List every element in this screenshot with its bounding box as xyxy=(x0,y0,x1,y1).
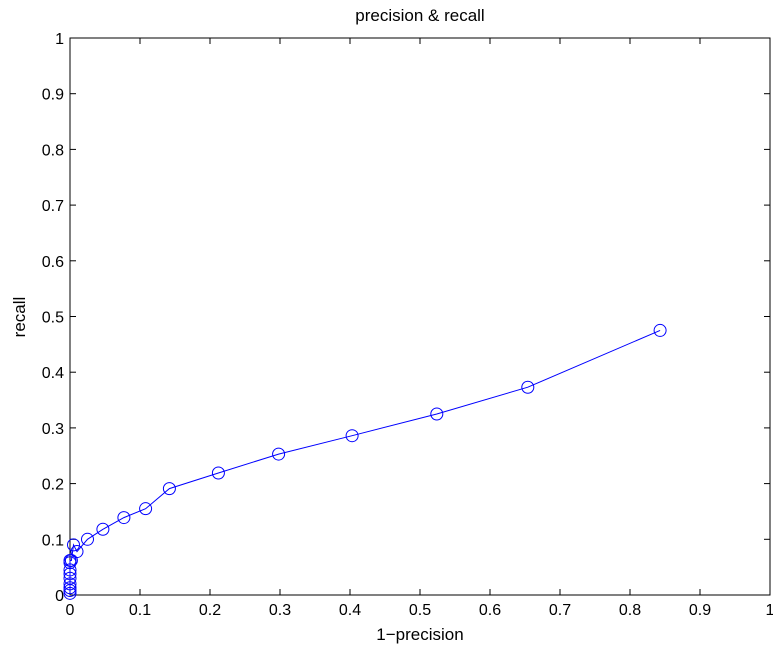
x-tick-label: 0.1 xyxy=(129,602,151,619)
data-point-marker xyxy=(345,429,359,443)
y-tick-label: 0.1 xyxy=(42,532,64,549)
data-point-marker xyxy=(117,511,131,525)
data-point-marker xyxy=(63,571,77,585)
x-tick-label: 0.9 xyxy=(689,602,711,619)
data-point-marker xyxy=(81,532,94,546)
data-point-marker xyxy=(63,586,77,600)
y-tick-label: 0.3 xyxy=(42,421,64,438)
y-tick-label: 0.5 xyxy=(42,310,64,327)
y-tick-label: 0.9 xyxy=(42,87,64,104)
data-point-marker xyxy=(96,522,110,536)
x-tick-label: 0.4 xyxy=(339,602,361,619)
data-point-marker xyxy=(272,447,286,461)
data-point-marker xyxy=(139,502,153,516)
x-tick-label: 0.6 xyxy=(479,602,501,619)
y-tick-label: 0.8 xyxy=(42,142,64,159)
data-point-marker xyxy=(162,482,176,496)
data-point-marker xyxy=(70,545,84,559)
y-tick-label: 1 xyxy=(55,31,64,48)
y-tick-label: 0 xyxy=(55,588,64,605)
x-tick-label: 0.3 xyxy=(269,602,291,619)
data-point-marker xyxy=(67,538,80,552)
data-point-marker xyxy=(430,407,444,421)
y-tick-label: 0.6 xyxy=(42,254,64,271)
x-tick-label: 1 xyxy=(766,602,773,619)
y-axis-label: recall xyxy=(10,297,29,338)
data-point-marker xyxy=(63,567,77,581)
data-point-marker xyxy=(521,380,535,394)
x-tick-label: 0 xyxy=(66,602,75,619)
y-tick-label: 0.7 xyxy=(42,198,64,215)
data-point-marker xyxy=(63,581,77,595)
y-axis: 0 0.1 0.2 0.3 0.4 0.5 0.6 0.7 0.8 0.9 1 xyxy=(42,31,770,605)
x-tick-label: 0.2 xyxy=(199,602,221,619)
x-tick-label: 0.8 xyxy=(619,602,641,619)
x-tick-label: 0.5 xyxy=(409,602,431,619)
x-axis-label: 1−precision xyxy=(376,625,463,644)
series-layer xyxy=(63,323,667,600)
data-point-marker xyxy=(63,563,77,577)
chart-title: precision & recall xyxy=(355,6,484,25)
data-point-marker xyxy=(653,323,667,337)
data-point-marker xyxy=(211,466,225,480)
y-tick-label: 0.2 xyxy=(42,477,64,494)
x-axis: 0 0.1 0.2 0.3 0.4 0.5 0.6 0.7 0.8 0.9 1 xyxy=(66,38,773,619)
y-tick-label: 0.4 xyxy=(42,365,64,382)
x-tick-label: 0.7 xyxy=(549,602,571,619)
data-point-marker xyxy=(63,577,77,591)
